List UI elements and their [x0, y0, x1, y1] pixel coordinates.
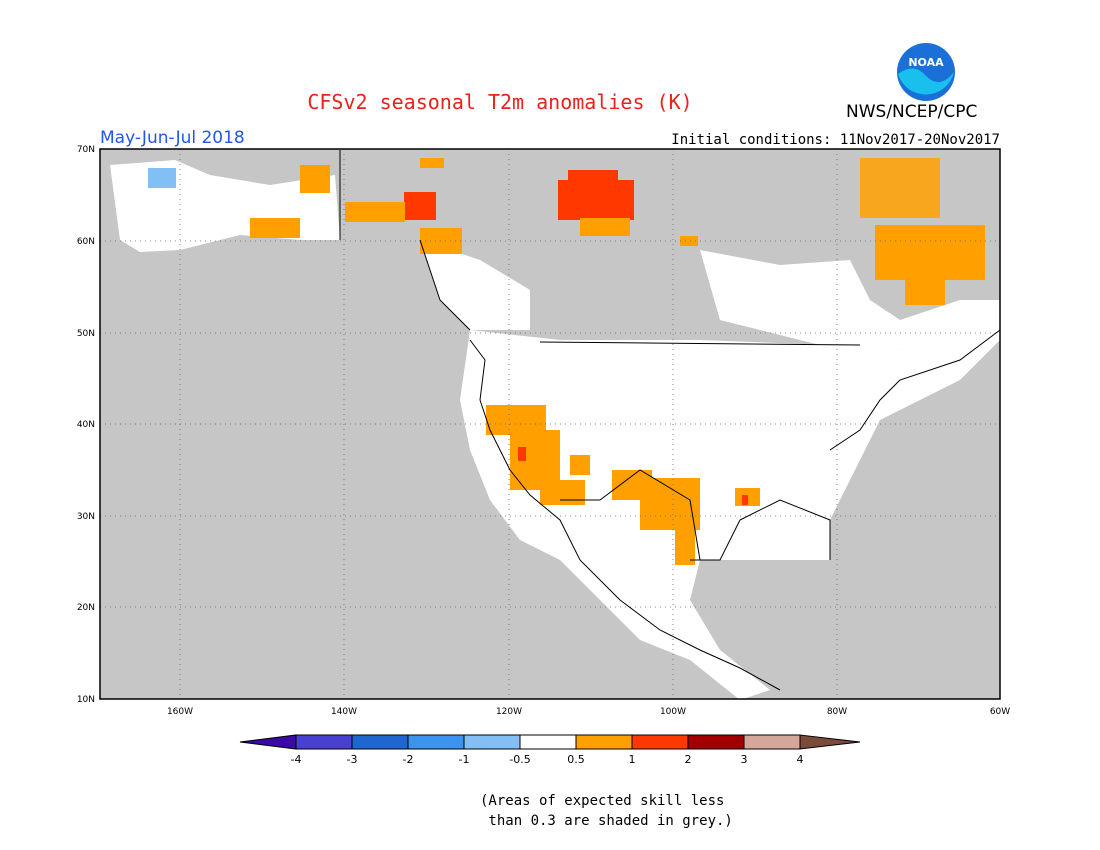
legend-swatch	[463, 734, 521, 750]
lat-tick: 40N	[77, 420, 95, 430]
lat-tick: 60N	[77, 237, 95, 247]
lon-tick-labels: 160W 140W 120W 100W 80W 60W	[167, 707, 1010, 717]
lon-tick: 120W	[496, 707, 522, 717]
lon-tick: 60W	[990, 707, 1010, 717]
conus-mexico-land	[460, 320, 1000, 700]
legend-swatch	[519, 734, 577, 750]
legend-swatch	[687, 734, 745, 750]
legend-level-label: -4	[291, 753, 302, 766]
color-legend: -4 -3 -2 -1 -0.5 0.5 1 2 3 4	[239, 734, 861, 766]
legend-level-label: -1	[459, 753, 470, 766]
agency-label: NWS/NCEP/CPC	[846, 102, 978, 122]
legend-level-label: -2	[403, 753, 414, 766]
legend-level-label: 4	[797, 753, 804, 766]
lat-tick: 20N	[77, 603, 95, 613]
anomaly-cells	[148, 158, 985, 565]
graticule	[100, 149, 1000, 699]
lat-tick: 70N	[77, 145, 95, 155]
legend-swatch	[743, 734, 801, 750]
legend-swatch	[351, 734, 409, 750]
logo-text: NOAA	[908, 56, 944, 69]
lon-tick: 80W	[827, 707, 847, 717]
chart-title: CFSv2 seasonal T2m anomalies (K)	[307, 90, 693, 114]
initial-conditions-label: Initial conditions: 11Nov2017-20Nov2017	[671, 132, 1000, 148]
lat-tick-labels: 70N 60N 50N 40N 30N 20N 10N	[77, 145, 95, 705]
skill-footnote: (Areas of expected skill less than 0.3 a…	[480, 791, 733, 831]
map-frame	[99, 148, 1001, 700]
lat-tick: 10N	[77, 695, 95, 705]
legend-swatch	[575, 734, 633, 750]
noaa-logo: NOAA	[896, 42, 956, 102]
footnote-line-1: (Areas of expected skill less	[480, 793, 725, 809]
lon-tick: 160W	[167, 707, 193, 717]
legend-level-label: 2	[685, 753, 692, 766]
legend-level-label: -3	[347, 753, 358, 766]
legend-swatch	[295, 734, 353, 750]
borders	[339, 150, 1001, 691]
season-label: May-Jun-Jul 2018	[100, 128, 245, 148]
legend-swatch	[631, 734, 689, 750]
lon-tick: 140W	[331, 707, 357, 717]
lon-tick: 100W	[660, 707, 686, 717]
legend-swatch	[407, 734, 465, 750]
legend-level-label: -0.5	[509, 753, 530, 766]
legend-arrow-high	[799, 734, 861, 750]
lat-tick: 50N	[77, 329, 95, 339]
legend-level-label: 0.5	[567, 753, 585, 766]
legend-level-label: 3	[741, 753, 748, 766]
legend-arrow-low	[239, 734, 297, 750]
footnote-line-2: than 0.3 are shaded in grey.)	[480, 813, 733, 829]
lat-tick: 30N	[77, 512, 95, 522]
legend-level-label: 1	[629, 753, 636, 766]
